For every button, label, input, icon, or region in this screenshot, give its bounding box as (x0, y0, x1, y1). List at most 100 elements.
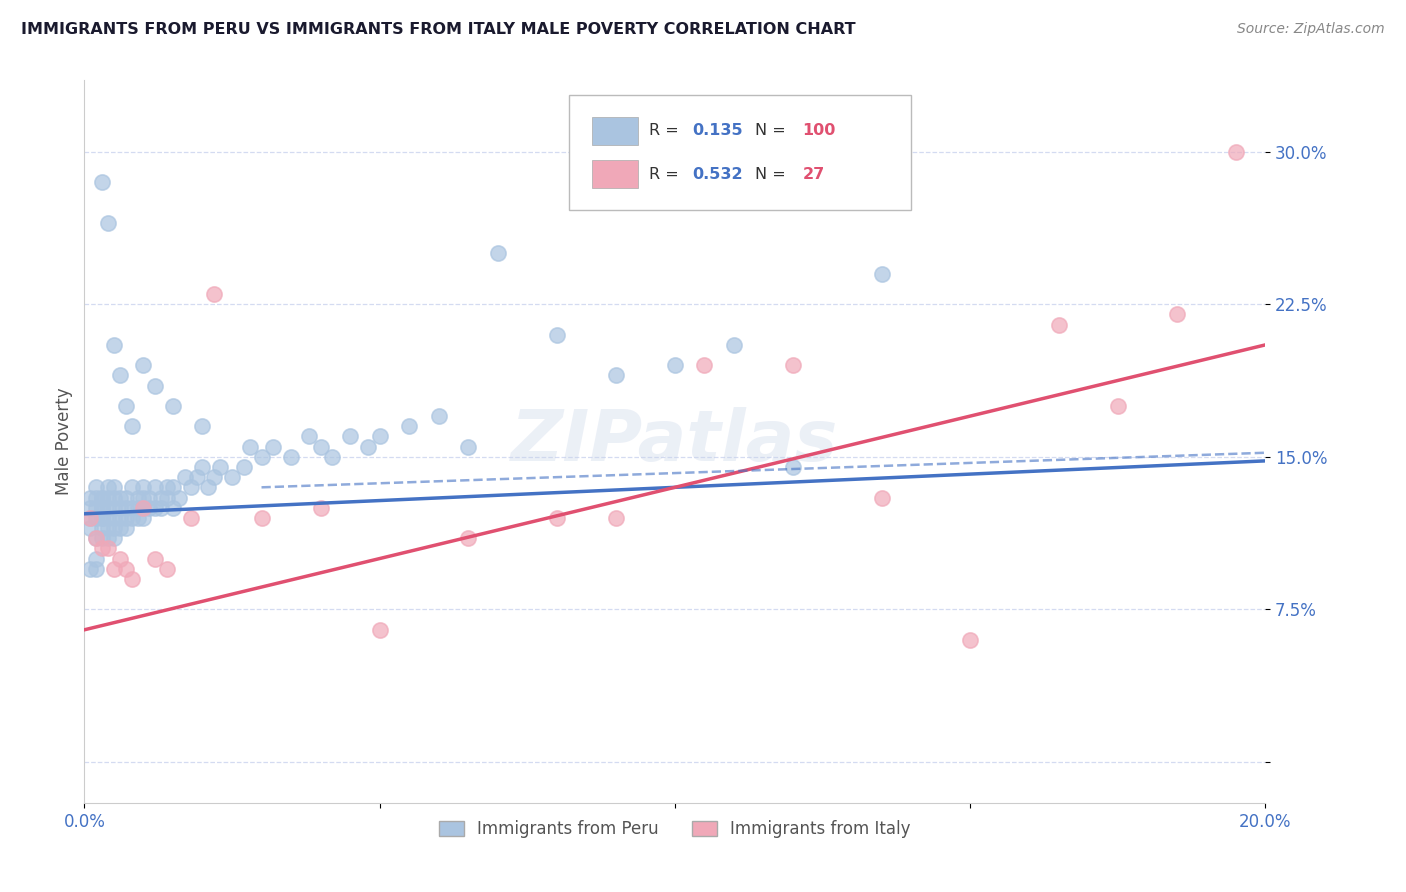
Point (108, 521, 131, 535)
Point (202, 287, 225, 301)
Point (1225, 145, 1247, 159)
Point (91, 491, 114, 505)
Text: R =: R = (650, 167, 683, 182)
Point (84, 562, 107, 576)
Point (121, 572, 143, 586)
Point (79, 521, 101, 535)
Point (162, 480, 184, 494)
Point (162, 500, 184, 515)
Point (870, 491, 893, 505)
Point (782, 358, 804, 372)
Point (143, 500, 166, 515)
Point (180, 480, 202, 494)
Point (121, 500, 143, 515)
Point (280, 450, 302, 464)
Point (191, 460, 214, 475)
Text: 27: 27 (803, 167, 825, 182)
Point (138, 500, 160, 515)
Point (150, 491, 173, 505)
Point (457, 440, 479, 454)
Point (298, 429, 321, 443)
Point (1166, 307, 1188, 321)
Point (91, 511, 114, 525)
Point (97, 500, 120, 515)
Point (127, 491, 149, 505)
Point (114, 491, 136, 505)
Point (97, 541, 120, 556)
Y-axis label: Male Poverty: Male Poverty (55, 388, 73, 495)
Legend: Immigrants from Peru, Immigrants from Italy: Immigrants from Peru, Immigrants from It… (432, 814, 918, 845)
Point (108, 500, 131, 515)
Point (121, 419, 143, 434)
Point (91, 491, 114, 505)
Point (167, 491, 190, 505)
Point (79, 511, 101, 525)
Point (97, 491, 120, 505)
Point (84, 531, 107, 545)
Point (84, 531, 107, 545)
Point (1107, 399, 1129, 413)
Point (84, 491, 107, 505)
Point (91, 541, 114, 556)
Point (91, 521, 114, 535)
Point (321, 450, 343, 464)
Point (209, 460, 232, 475)
Point (605, 368, 627, 383)
Point (143, 480, 166, 494)
Point (84, 551, 107, 566)
Point (132, 358, 155, 372)
Point (191, 419, 214, 434)
Point (959, 632, 981, 647)
Point (97, 511, 120, 525)
FancyBboxPatch shape (592, 161, 638, 188)
Point (309, 500, 332, 515)
Text: 0.532: 0.532 (693, 167, 744, 182)
Point (79, 500, 101, 515)
Point (398, 419, 420, 434)
Point (91, 531, 114, 545)
Point (91, 500, 114, 515)
Point (79, 491, 101, 505)
Point (132, 500, 155, 515)
Point (103, 491, 125, 505)
Point (186, 470, 208, 484)
Point (91, 175, 114, 189)
Point (156, 562, 179, 576)
Text: 100: 100 (803, 123, 835, 138)
Point (97, 521, 120, 535)
Point (782, 460, 804, 475)
Point (143, 551, 166, 566)
Point (103, 511, 125, 525)
Point (180, 511, 202, 525)
Point (79, 562, 101, 576)
Point (309, 440, 332, 454)
Text: 0.135: 0.135 (693, 123, 744, 138)
Point (368, 623, 391, 637)
Point (546, 511, 568, 525)
Point (97, 216, 120, 230)
Text: ZIPatlas: ZIPatlas (512, 407, 838, 476)
FancyBboxPatch shape (568, 95, 911, 211)
Point (693, 358, 716, 372)
Point (486, 246, 509, 260)
Point (138, 491, 160, 505)
Point (108, 368, 131, 383)
Point (114, 511, 136, 525)
Point (114, 500, 136, 515)
Point (202, 470, 225, 484)
Point (664, 358, 686, 372)
Point (114, 399, 136, 413)
Point (103, 562, 125, 576)
Point (239, 440, 262, 454)
Text: R =: R = (650, 123, 683, 138)
Text: Source: ZipAtlas.com: Source: ZipAtlas.com (1237, 22, 1385, 37)
Point (156, 480, 179, 494)
Point (103, 521, 125, 535)
Point (546, 327, 568, 342)
Point (197, 480, 219, 494)
Point (143, 378, 166, 392)
Point (103, 500, 125, 515)
Text: IMMIGRANTS FROM PERU VS IMMIGRANTS FROM ITALY MALE POVERTY CORRELATION CHART: IMMIGRANTS FROM PERU VS IMMIGRANTS FROM … (21, 22, 856, 37)
Point (1047, 318, 1070, 332)
FancyBboxPatch shape (592, 117, 638, 145)
